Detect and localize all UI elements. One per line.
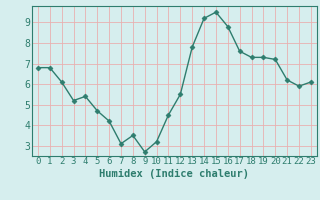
X-axis label: Humidex (Indice chaleur): Humidex (Indice chaleur) [100,169,249,179]
